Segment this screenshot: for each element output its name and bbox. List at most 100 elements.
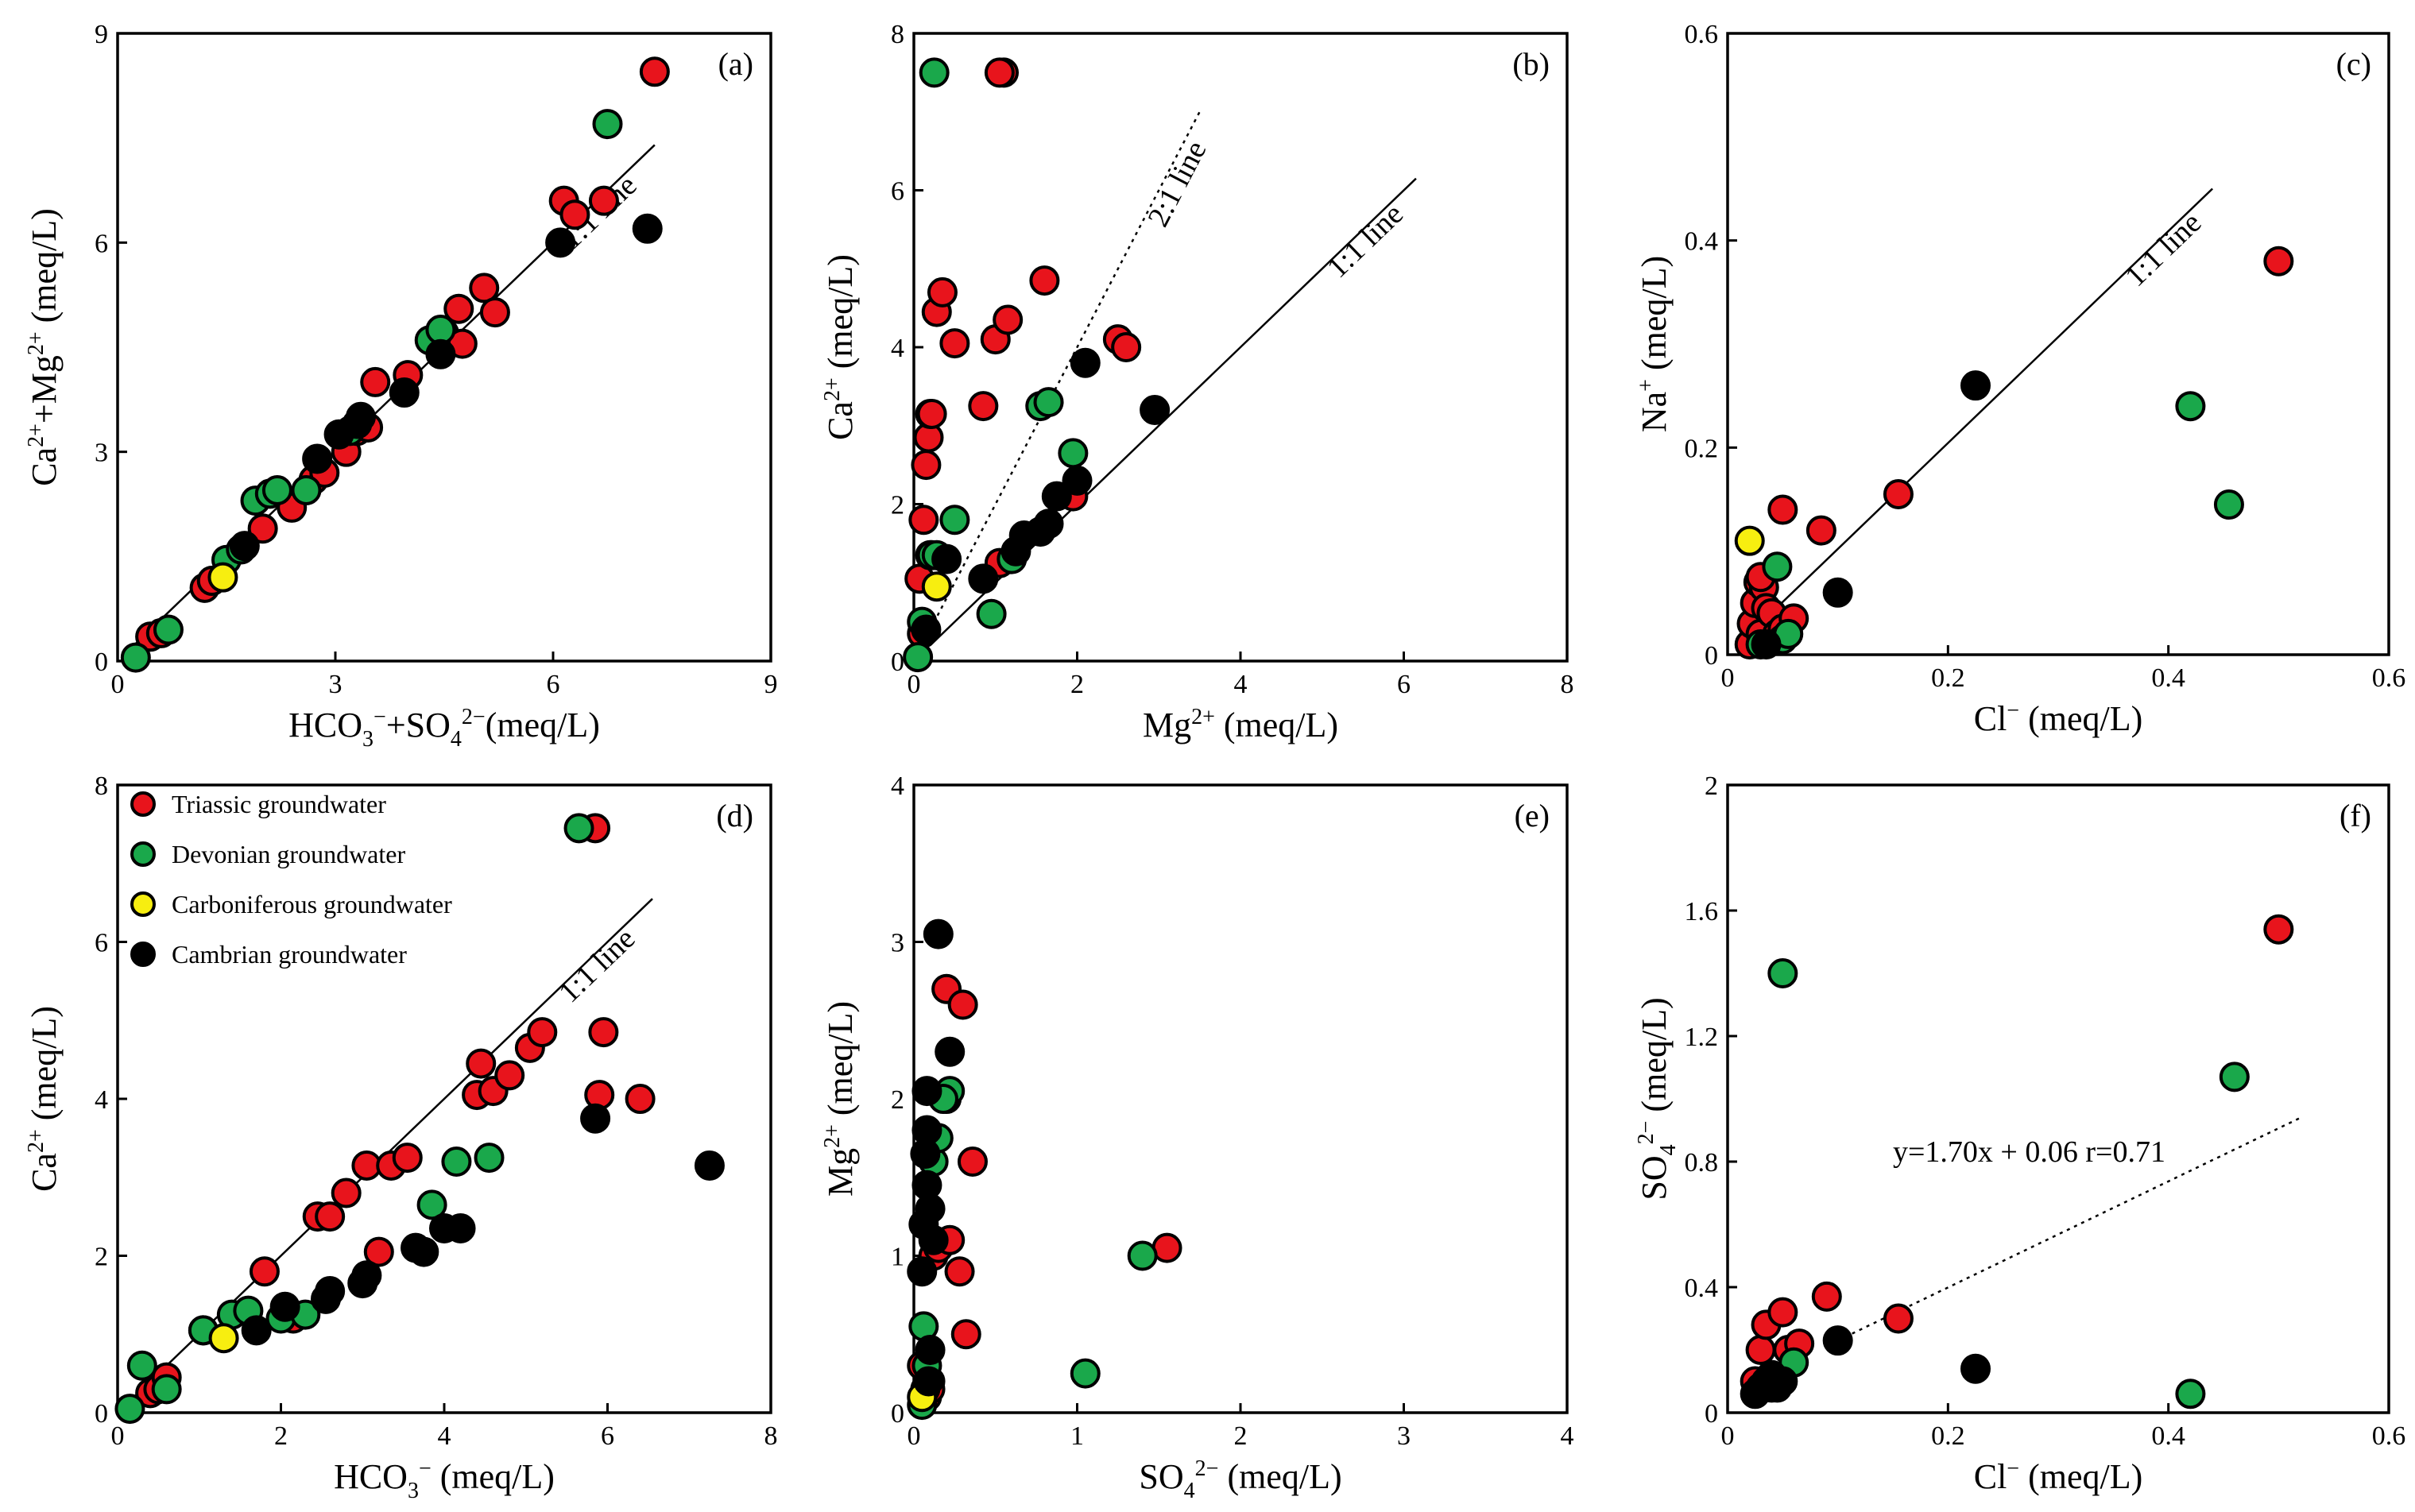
data-point-cambrian [315, 1275, 346, 1306]
x-tick-label: 8 [1561, 670, 1574, 699]
data-point-devonian [1058, 438, 1089, 469]
data-point-triassic [249, 1256, 280, 1287]
data-point-carboniferous [921, 571, 952, 602]
legend-marker-triassic [130, 791, 156, 817]
legend-marker-carboniferous [130, 891, 156, 917]
data-point-cambrian [389, 377, 420, 408]
x-tick-label: 0.4 [2151, 663, 2185, 693]
y-tick-label: 4 [95, 1085, 108, 1115]
data-point-cambrian [302, 443, 333, 474]
data-point-triassic [950, 1319, 981, 1350]
data-point-devonian [416, 1189, 447, 1220]
plot-frame [1726, 783, 2390, 1414]
data-point-triassic [1811, 1281, 1842, 1312]
data-point-cambrian [911, 614, 942, 645]
data-point-cambrian [1822, 577, 1853, 608]
reference-line-label: 1:1 line [552, 922, 641, 1009]
data-point-triassic [1883, 478, 1914, 509]
x-tick-label: 0.6 [2372, 1421, 2406, 1451]
plot-frame [116, 32, 772, 663]
x-tick-label: 0 [1721, 1421, 1735, 1451]
x-tick-label: 2 [1070, 670, 1084, 699]
x-tick-label: 6 [547, 670, 560, 699]
legend-marker-cambrian [130, 942, 156, 967]
data-point-triassic [957, 1147, 988, 1177]
data-point-triassic [2263, 914, 2294, 945]
data-point-cambrian [351, 1260, 382, 1291]
y-tick-label: 8 [95, 771, 108, 801]
data-point-cambrian [1140, 395, 1171, 425]
x-tick-label: 3 [1397, 1421, 1411, 1451]
reference-line [1738, 188, 2213, 645]
y-tick-label: 0 [95, 1399, 108, 1429]
reference-line-label: 2:1 line [1141, 136, 1213, 232]
reference-line [929, 111, 1201, 631]
data-point-triassic [639, 56, 670, 87]
data-point-triassic [1029, 265, 1060, 296]
data-point-triassic [984, 57, 1015, 88]
reference-line-label: 1:1 line [1321, 197, 1410, 284]
data-point-cambrian [1822, 1325, 1853, 1356]
x-tick-label: 4 [438, 1421, 451, 1451]
x-axis-label: Mg2+ (meq/L) [1143, 705, 1338, 744]
data-point-devonian [2219, 1061, 2250, 1092]
y-tick-label: 3 [891, 929, 904, 958]
x-tick-label: 0 [908, 670, 921, 699]
panel-label: (f) [2340, 798, 2371, 833]
data-point-cambrian [241, 1315, 272, 1346]
y-tick-label: 0 [891, 648, 904, 677]
legend-label-cambrian: Cambrian groundwater [172, 940, 407, 969]
x-tick-label: 0.6 [2372, 663, 2406, 693]
x-tick-label: 9 [764, 670, 778, 699]
data-point-cambrian [1767, 1366, 1798, 1397]
data-point-devonian [1033, 387, 1064, 418]
data-point-triassic [2263, 246, 2294, 276]
data-point-devonian [114, 1394, 145, 1425]
y-tick-label: 0 [95, 648, 108, 677]
data-point-devonian [919, 57, 950, 88]
data-point-cambrian [1070, 347, 1101, 378]
x-tick-label: 0 [1721, 663, 1735, 693]
data-point-cambrian [918, 1224, 949, 1255]
y-tick-label: 0 [1705, 1399, 1718, 1429]
y-tick-label: 2 [1705, 771, 1718, 801]
y-tick-label: 0 [891, 1399, 904, 1429]
x-tick-label: 3 [329, 670, 343, 699]
x-tick-label: 4 [1561, 1421, 1574, 1451]
y-tick-label: 0.4 [1685, 227, 1719, 257]
data-point-triassic [916, 398, 947, 429]
data-point-devonian [441, 1147, 472, 1177]
y-tick-label: 1 [891, 1243, 904, 1272]
x-tick-label: 6 [1397, 670, 1411, 699]
panel-label: (d) [716, 798, 753, 833]
x-axis-label: Cl− (meq/L) [1974, 698, 2143, 738]
x-tick-label: 0 [111, 1421, 125, 1451]
x-tick-label: 0 [111, 670, 125, 699]
data-point-devonian [2213, 489, 2244, 520]
data-point-triassic [588, 185, 619, 216]
data-point-triassic [1767, 1297, 1798, 1328]
data-point-devonian [1762, 551, 1793, 582]
data-point-devonian [976, 598, 1007, 629]
data-point-triassic [939, 328, 970, 359]
panel-label: (a) [718, 46, 753, 82]
data-point-carboniferous [208, 1323, 239, 1354]
data-point-cambrian [1960, 1353, 1991, 1384]
data-point-cambrian [1033, 509, 1064, 539]
data-point-cambrian [1041, 481, 1072, 512]
y-tick-label: 1.6 [1685, 897, 1719, 926]
y-tick-label: 6 [95, 929, 108, 958]
data-point-devonian [151, 1374, 182, 1405]
data-point-cambrian [907, 1256, 938, 1287]
data-point-carboniferous [1734, 525, 1765, 556]
data-point-triassic [469, 273, 500, 304]
data-point-cambrian [229, 531, 260, 562]
data-point-devonian [291, 474, 322, 505]
data-point-devonian [153, 614, 184, 645]
legend-label-devonian: Devonian groundwater [172, 840, 405, 868]
data-point-triassic [466, 1048, 497, 1079]
data-point-triassic [494, 1060, 525, 1091]
y-axis-label: Ca2++Mg2+ (meq/L) [24, 208, 64, 486]
data-point-cambrian [911, 1170, 942, 1201]
y-tick-label: 4 [891, 334, 904, 363]
